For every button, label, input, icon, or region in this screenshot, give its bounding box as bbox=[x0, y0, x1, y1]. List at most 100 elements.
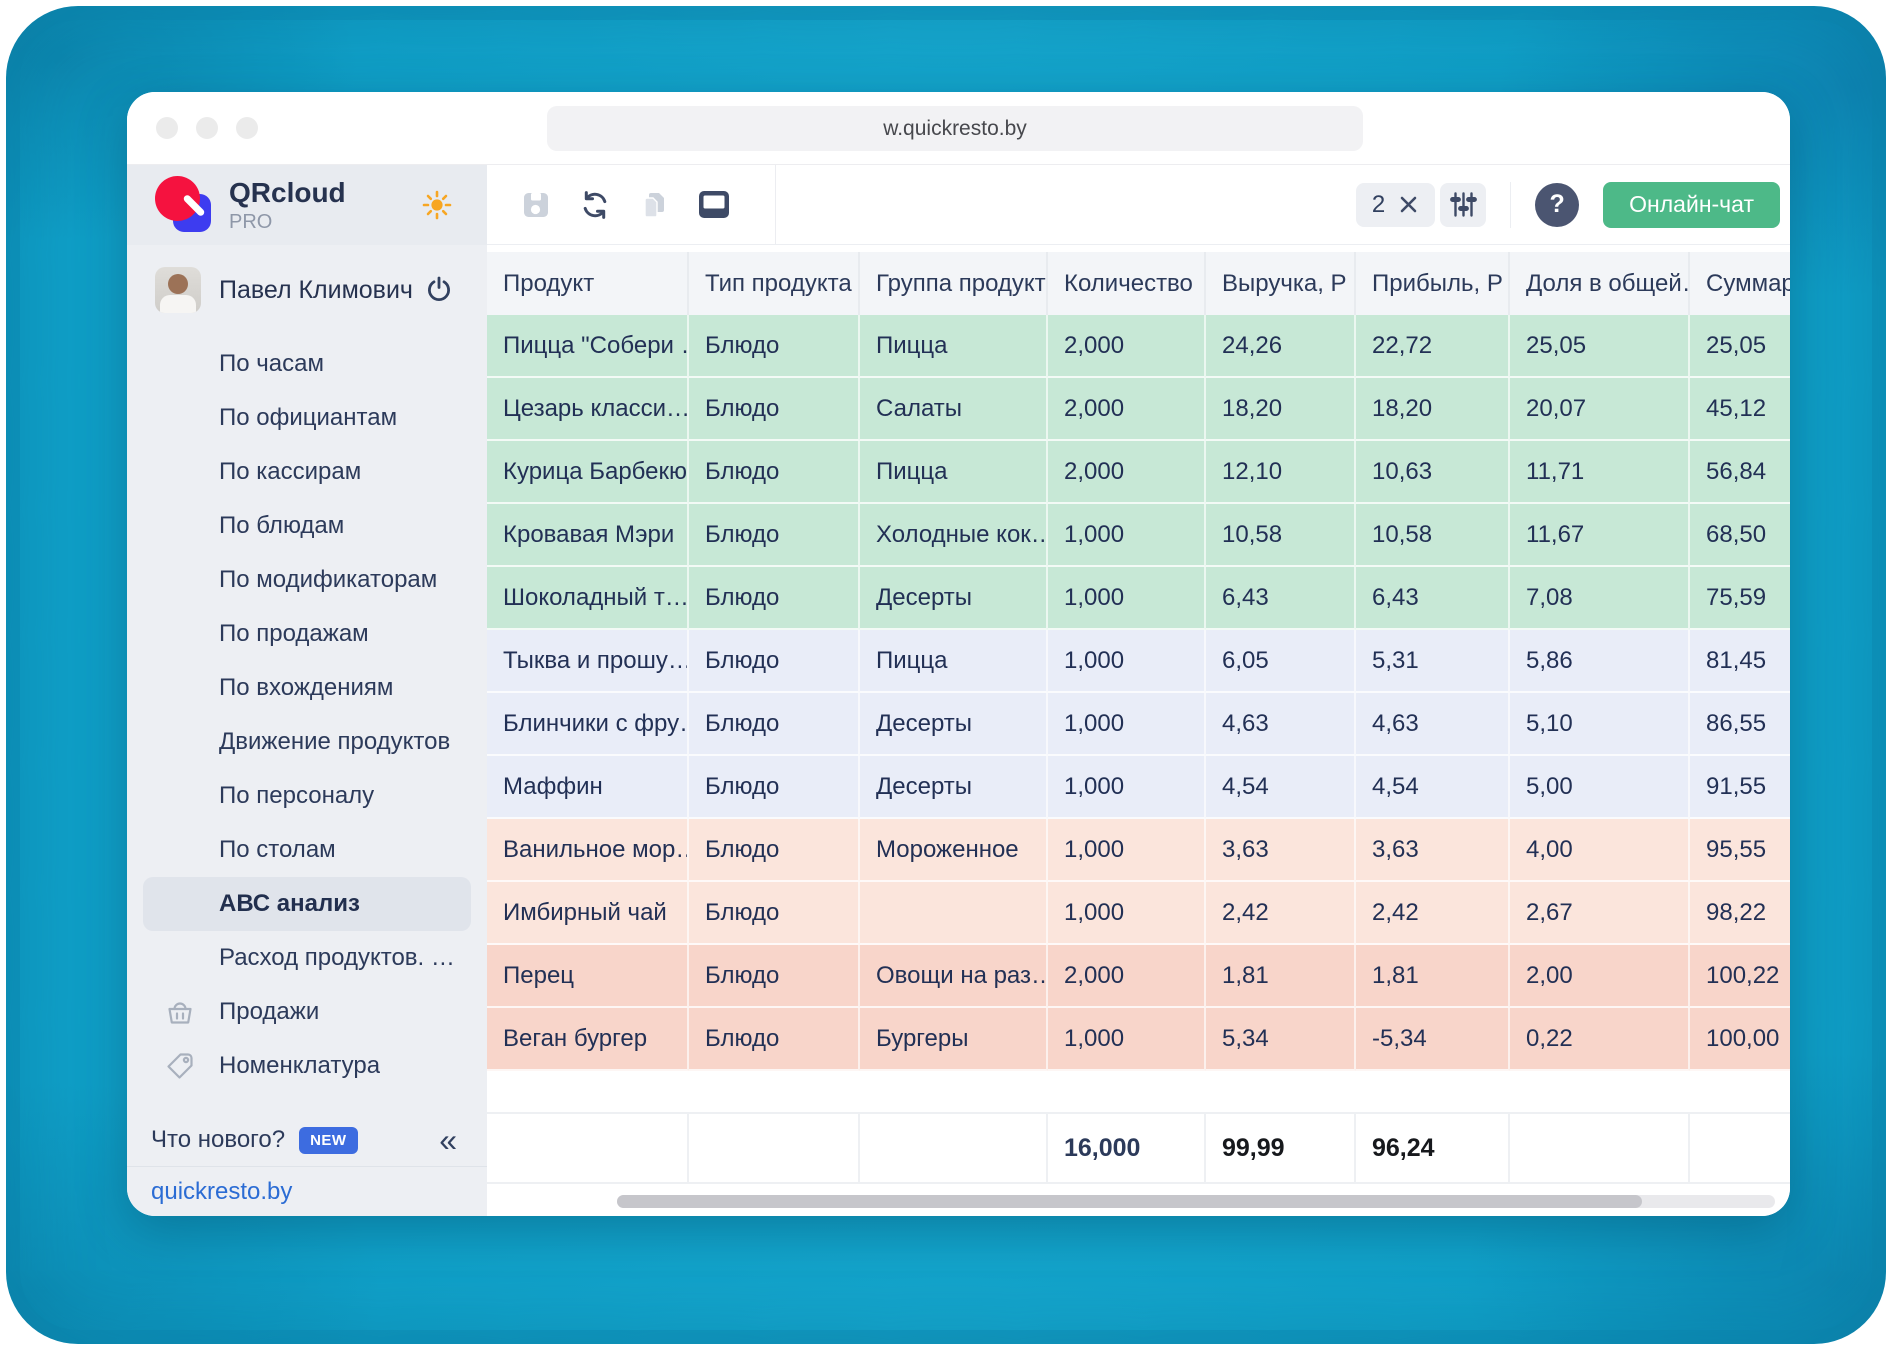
footer-total-profit: 96,24 bbox=[1356, 1114, 1510, 1182]
window-control-minimize[interactable] bbox=[196, 117, 218, 139]
window-control-close[interactable] bbox=[156, 117, 178, 139]
column-header-cumulative[interactable]: Суммарна bbox=[1706, 269, 1790, 297]
cell-revenue: 5,34 bbox=[1206, 1008, 1356, 1071]
clear-filters-button[interactable] bbox=[1398, 194, 1419, 215]
sidebar-item-label: Движение продуктов bbox=[219, 728, 451, 755]
cell-profit: 2,42 bbox=[1356, 882, 1510, 945]
table-row[interactable]: Маффин Блюдо Десерты 1,000 4,54 4,54 5,0… bbox=[487, 756, 1790, 819]
cell-product: Ванильное мор… bbox=[487, 819, 689, 882]
sidebar-item[interactable]: По продажам bbox=[127, 607, 487, 661]
cell-cumulative: 45,12 bbox=[1690, 378, 1790, 441]
cell-product: Имбирный чай bbox=[487, 882, 689, 945]
cell-quantity: 1,000 bbox=[1048, 693, 1206, 756]
sidebar-item[interactable]: По часам bbox=[127, 337, 487, 391]
column-header-group[interactable]: Группа продукта bbox=[860, 252, 1048, 315]
collapse-sidebar-icon[interactable]: « bbox=[439, 1122, 457, 1158]
cell-share: 20,07 bbox=[1510, 378, 1690, 441]
sidebar-item[interactable]: По блюдам bbox=[127, 499, 487, 553]
cell-profit: 22,72 bbox=[1356, 315, 1510, 378]
logout-button[interactable] bbox=[424, 275, 454, 305]
cell-group: Пицца bbox=[860, 315, 1048, 378]
horizontal-scrollbar-thumb[interactable] bbox=[617, 1195, 1642, 1208]
column-header-quantity[interactable]: Количество bbox=[1048, 252, 1206, 315]
table-row[interactable]: Блинчики с фру… Блюдо Десерты 1,000 4,63… bbox=[487, 693, 1790, 756]
sidebar-item-icon bbox=[165, 403, 195, 433]
brand-tier: PRO bbox=[229, 210, 273, 233]
sidebar-item-label: По блюдам bbox=[219, 512, 345, 539]
online-chat-button[interactable]: Онлайн-чат bbox=[1603, 181, 1780, 228]
sidebar-item[interactable]: По модификаторам bbox=[127, 553, 487, 607]
table-row[interactable]: Имбирный чай Блюдо 1,000 2,42 2,42 2,67 … bbox=[487, 882, 1790, 945]
sidebar-item[interactable]: Номенклатура bbox=[127, 1039, 487, 1093]
sidebar-item-label: По продажам bbox=[219, 620, 369, 647]
sidebar-item[interactable]: По персоналу bbox=[127, 769, 487, 823]
filter-settings-button[interactable] bbox=[1440, 182, 1487, 227]
basket-icon bbox=[168, 1002, 192, 1024]
save-button[interactable] bbox=[521, 190, 551, 220]
sidebar-item-label: По модификаторам bbox=[219, 566, 438, 593]
column-header-type[interactable]: Тип продукта bbox=[689, 252, 860, 315]
sidebar-item[interactable]: АВС анализ bbox=[143, 877, 471, 931]
cell-share: 0,22 bbox=[1510, 1008, 1690, 1071]
window-control-zoom[interactable] bbox=[236, 117, 258, 139]
site-link[interactable]: quickresto.by bbox=[127, 1166, 487, 1216]
table-row[interactable]: Цезарь класси… Блюдо Салаты 2,000 18,20 … bbox=[487, 378, 1790, 441]
table-row[interactable]: Перец Блюдо Овощи на раз… 2,000 1,81 1,8… bbox=[487, 945, 1790, 1008]
online-chat-label: Онлайн-чат bbox=[1629, 191, 1754, 217]
x-icon bbox=[1400, 196, 1417, 213]
help-button[interactable]: ? bbox=[1535, 182, 1580, 227]
cell-quantity: 2,000 bbox=[1048, 441, 1206, 504]
column-header-profit[interactable]: Прибыль, Р bbox=[1356, 252, 1510, 315]
sidebar-item[interactable]: Продажи bbox=[127, 985, 487, 1039]
refresh-button[interactable] bbox=[579, 189, 611, 221]
sidebar-item-icon bbox=[165, 727, 195, 757]
table-row[interactable]: Кровавая Мэри Блюдо Холодные кок… 1,000 … bbox=[487, 504, 1790, 567]
sidebar: QRcloud PRO Павел Климович bbox=[127, 165, 487, 1216]
sidebar-item[interactable]: По столам bbox=[127, 823, 487, 877]
column-header-share[interactable]: Доля в общей… bbox=[1510, 252, 1690, 315]
sidebar-item-icon bbox=[165, 835, 195, 865]
cell-cumulative: 100,22 bbox=[1690, 945, 1790, 1008]
cell-revenue: 24,26 bbox=[1206, 315, 1356, 378]
column-header-revenue[interactable]: Выручка, Р bbox=[1206, 252, 1356, 315]
theme-toggle[interactable] bbox=[420, 188, 454, 222]
address-bar[interactable]: w.quickresto.by bbox=[547, 106, 1363, 151]
cell-cumulative: 68,50 bbox=[1690, 504, 1790, 567]
cell-revenue: 12,10 bbox=[1206, 441, 1356, 504]
cell-group: Бургеры bbox=[860, 1008, 1048, 1071]
copy-button[interactable] bbox=[639, 190, 669, 220]
table-row[interactable]: Тыква и прошу… Блюдо Пицца 1,000 6,05 5,… bbox=[487, 630, 1790, 693]
cell-product: Перец bbox=[487, 945, 689, 1008]
tag-icon bbox=[167, 1053, 193, 1079]
cell-cumulative: 75,59 bbox=[1690, 567, 1790, 630]
sliders-icon bbox=[1449, 192, 1477, 217]
cell-profit: 6,43 bbox=[1356, 567, 1510, 630]
sidebar-item-icon bbox=[165, 511, 195, 541]
cell-product: Блинчики с фру… bbox=[487, 693, 689, 756]
cell-product: Шоколадный т… bbox=[487, 567, 689, 630]
sidebar-item-icon bbox=[165, 457, 195, 487]
table-row[interactable]: Ванильное мор… Блюдо Мороженное 1,000 3,… bbox=[487, 819, 1790, 882]
sidebar-item-icon bbox=[165, 619, 195, 649]
cell-share: 7,08 bbox=[1510, 567, 1690, 630]
export-button[interactable] bbox=[697, 189, 731, 220]
table-row[interactable]: Веган бургер Блюдо Бургеры 1,000 5,34 -5… bbox=[487, 1008, 1790, 1071]
sidebar-item[interactable]: По вхождениям bbox=[127, 661, 487, 715]
whats-new-label[interactable]: Что нового? bbox=[151, 1126, 286, 1153]
cell-share: 11,71 bbox=[1510, 441, 1690, 504]
cell-group: Салаты bbox=[860, 378, 1048, 441]
horizontal-scrollbar-track[interactable] bbox=[617, 1195, 1775, 1208]
cell-share: 5,00 bbox=[1510, 756, 1690, 819]
cell-profit: 5,31 bbox=[1356, 630, 1510, 693]
sun-icon bbox=[422, 190, 452, 220]
column-header-product[interactable]: Продукт bbox=[487, 252, 689, 315]
cell-quantity: 2,000 bbox=[1048, 315, 1206, 378]
sidebar-item[interactable]: Расход продуктов. Вебин… bbox=[127, 931, 487, 985]
main-area: 2 bbox=[487, 165, 1790, 1216]
sidebar-item[interactable]: По официантам bbox=[127, 391, 487, 445]
table-row[interactable]: Шоколадный т… Блюдо Десерты 1,000 6,43 6… bbox=[487, 567, 1790, 630]
table-row[interactable]: Пицца "Собери … Блюдо Пицца 2,000 24,26 … bbox=[487, 315, 1790, 378]
sidebar-item[interactable]: По кассирам bbox=[127, 445, 487, 499]
table-row[interactable]: Курица Барбекю Блюдо Пицца 2,000 12,10 1… bbox=[487, 441, 1790, 504]
sidebar-item[interactable]: Движение продуктов bbox=[127, 715, 487, 769]
